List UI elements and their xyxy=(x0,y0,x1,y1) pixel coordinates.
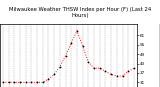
Text: Milwaukee Weather THSW Index per Hour (F) (Last 24 Hours): Milwaukee Weather THSW Index per Hour (F… xyxy=(9,7,151,18)
